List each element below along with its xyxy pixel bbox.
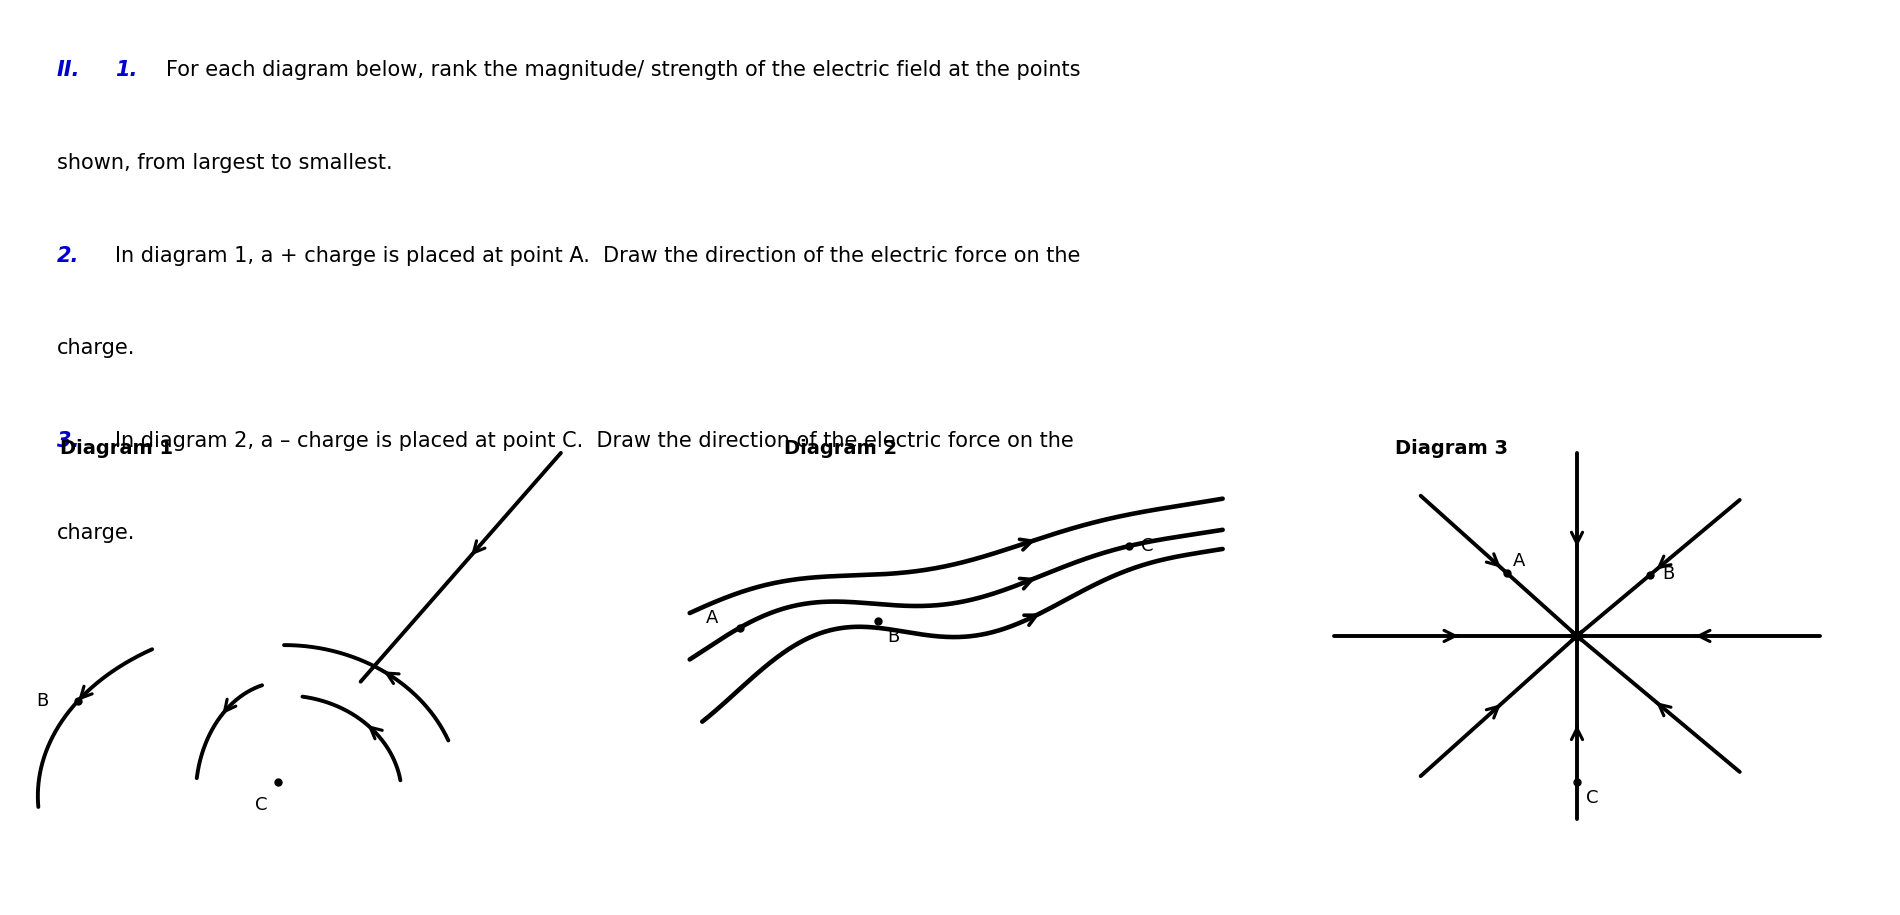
Text: For each diagram below, rank the magnitude/ strength of the electric field at th: For each diagram below, rank the magnitu… bbox=[167, 60, 1081, 81]
Text: C: C bbox=[1142, 537, 1153, 554]
Text: Diagram 3: Diagram 3 bbox=[1395, 439, 1507, 458]
Text: In diagram 1, a + charge is placed at point A.  Draw the direction of the electr: In diagram 1, a + charge is placed at po… bbox=[116, 245, 1081, 265]
Text: A: A bbox=[1512, 552, 1526, 570]
Text: 2.: 2. bbox=[57, 245, 80, 265]
Text: B: B bbox=[36, 692, 49, 710]
Text: II.: II. bbox=[57, 60, 80, 81]
Text: Diagram 2: Diagram 2 bbox=[783, 439, 897, 458]
Text: B: B bbox=[887, 628, 899, 646]
Text: shown, from largest to smallest.: shown, from largest to smallest. bbox=[57, 153, 393, 173]
Text: charge.: charge. bbox=[57, 339, 135, 358]
Text: In diagram 2, a – charge is placed at point C.  Draw the direction of the electr: In diagram 2, a – charge is placed at po… bbox=[116, 431, 1074, 451]
Text: C: C bbox=[1586, 789, 1598, 807]
Text: 1.: 1. bbox=[116, 60, 137, 81]
Text: Diagram 1: Diagram 1 bbox=[61, 439, 173, 458]
Text: B: B bbox=[1662, 565, 1674, 583]
Text: A: A bbox=[705, 609, 718, 627]
Text: C: C bbox=[255, 796, 268, 813]
Text: charge.: charge. bbox=[57, 523, 135, 544]
Text: 3.: 3. bbox=[57, 431, 80, 451]
